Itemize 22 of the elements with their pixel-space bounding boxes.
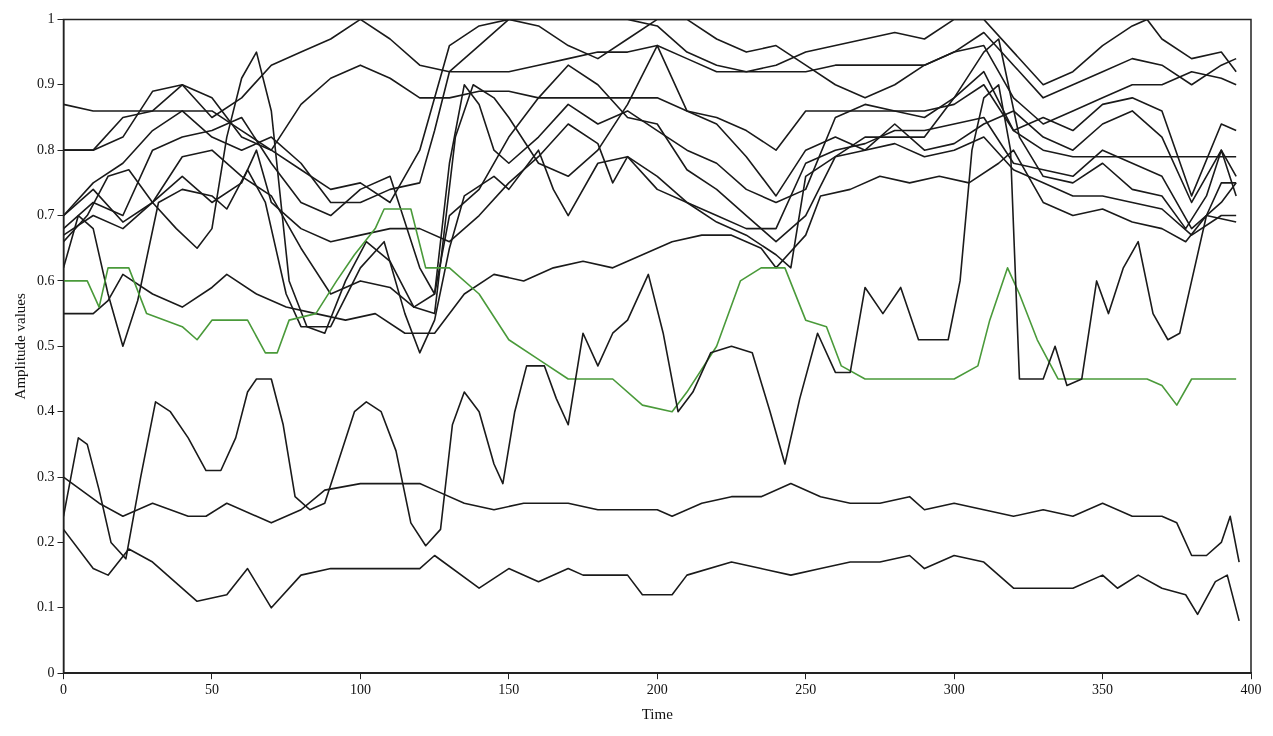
y-tick-label: 0.1 <box>37 599 55 615</box>
y-tick-label: 0.4 <box>37 403 55 419</box>
x-tick-label: 200 <box>646 682 668 698</box>
y-axis-title: Amplitude values <box>11 293 28 400</box>
y-tick-label: 0.2 <box>37 534 55 550</box>
y-tick-label: 0.5 <box>37 337 55 353</box>
x-tick-label: 150 <box>498 682 520 698</box>
x-tick-label: 350 <box>1092 682 1114 698</box>
x-tick-label: 0 <box>60 682 67 698</box>
x-tick-label: 250 <box>795 682 817 698</box>
y-tick-label: 0 <box>47 664 55 680</box>
x-axis-title: Time <box>641 705 674 722</box>
y-tick-label: 1 <box>47 11 55 27</box>
y-tick-label: 0.8 <box>37 141 55 157</box>
y-tick-label: 0.6 <box>37 272 55 288</box>
y-tick-label: 0.9 <box>37 76 55 92</box>
y-tick-label: 0.7 <box>37 207 55 223</box>
x-tick-label: 400 <box>1240 682 1262 698</box>
y-tick-label: 0.3 <box>37 468 55 484</box>
x-tick-label: 100 <box>349 682 371 698</box>
x-tick-label: 300 <box>943 682 965 698</box>
x-tick-label: 50 <box>204 682 219 698</box>
